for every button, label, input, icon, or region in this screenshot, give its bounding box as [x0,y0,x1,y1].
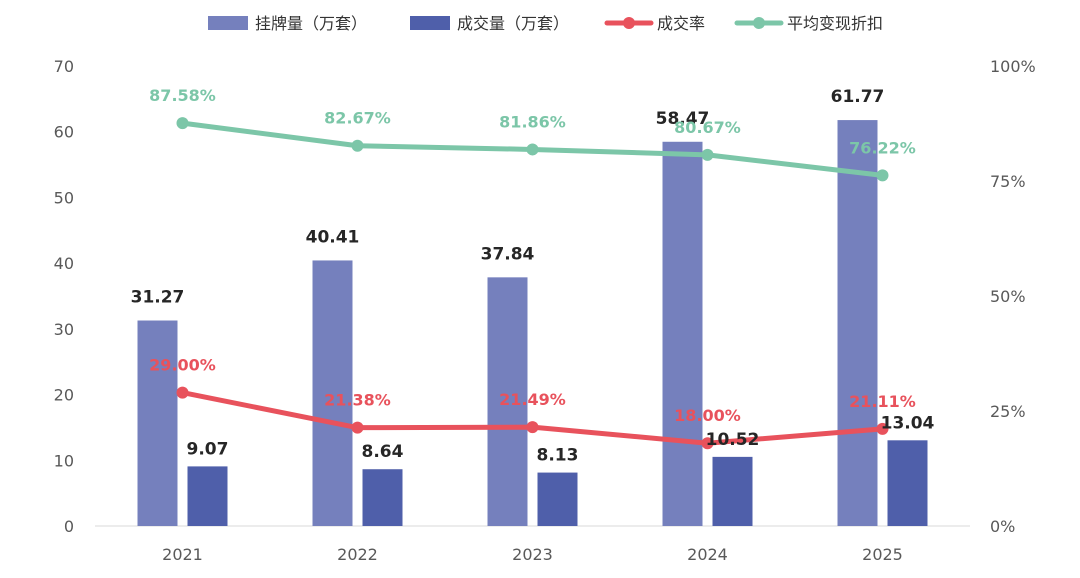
legend-label: 成交率 [657,14,705,33]
y-right-tick-label: 75% [990,172,1026,191]
bar-value-label: 40.41 [306,227,360,247]
series-point [876,422,889,435]
line-value-label: 87.58% [149,86,216,105]
line-value-label: 21.11% [849,392,916,411]
y-left-tick-label: 70 [54,57,74,76]
axes-layer: 0 10 20 30 40 50 60 70 0% 25% 50% 75% 100% 2021 2022 20… [54,57,1036,564]
bar [887,440,928,526]
bars-layer [137,120,928,527]
legend-swatch [208,16,248,30]
bar-value-label: 37.84 [481,244,535,264]
bar [712,456,753,526]
line-value-label: 18.00% [674,406,741,425]
y-left-tick-label: 0 [64,517,74,536]
bar-value-label: 31.27 [131,288,185,308]
legend-label: 成交量（万套） [457,14,569,33]
legend-label: 平均变现折扣 [787,14,883,33]
line-value-label: 21.49% [499,390,566,409]
line-value-label: 29.00% [149,356,216,375]
x-tick-label: 2025 [862,545,903,564]
legend-swatch-marker [753,17,765,29]
legend: 挂牌量（万套） 成交量（万套） 成交率 平均变现折扣 [208,14,883,33]
x-tick-label: 2024 [687,545,728,564]
bar-value-label: 10.52 [706,430,760,450]
lines-layer [176,117,889,450]
bar-value-label: 8.64 [362,442,404,462]
y-right-tick-label: 100% [990,57,1036,76]
y-right-tick-label: 0% [990,517,1015,536]
series-point [176,386,189,399]
line-value-label: 21.38% [324,391,391,410]
bar [487,277,528,526]
bar [662,141,703,527]
series-point [876,169,889,182]
y-left-tick-label: 20 [54,386,74,405]
line-value-label: 76.22% [849,138,916,157]
bar [312,260,353,526]
series-point [351,139,364,152]
bar-value-label: 13.04 [881,413,935,433]
bar-value-label: 58.47 [656,109,710,129]
legend-swatch [410,16,450,30]
y-right-tick-label: 50% [990,287,1026,306]
series-point [701,148,714,161]
bar [137,320,178,526]
legend-label: 挂牌量（万套） [255,14,367,33]
legend-swatch-marker [623,17,635,29]
series-point [351,421,364,434]
bar-value-label: 61.77 [831,87,885,107]
bar-value-label: 8.13 [537,446,579,466]
bar-value-label: 9.07 [187,439,229,459]
x-tick-label: 2021 [162,545,203,564]
series-point [701,437,714,450]
bar [537,472,578,526]
bar [837,120,878,526]
line-value-label: 80.67% [674,118,741,137]
y-right-tick-label: 25% [990,402,1026,421]
line-value-label: 81.86% [499,112,566,131]
x-tick-label: 2022 [337,545,378,564]
line-value-label: 82.67% [324,109,391,128]
bar [187,466,228,526]
labels-layer: 31.27 40.41 37.84 58.47 61.77 9.07 8.64 8.13 10.… [131,86,935,465]
series-point [176,117,189,130]
y-left-tick-label: 10 [54,451,74,470]
series-point [526,143,539,156]
bar [362,469,403,526]
y-left-tick-label: 60 [54,123,74,142]
y-left-tick-label: 50 [54,188,74,207]
x-tick-label: 2023 [512,545,553,564]
y-left-tick-label: 30 [54,320,74,339]
series-point [526,421,539,434]
y-left-tick-label: 40 [54,254,74,273]
